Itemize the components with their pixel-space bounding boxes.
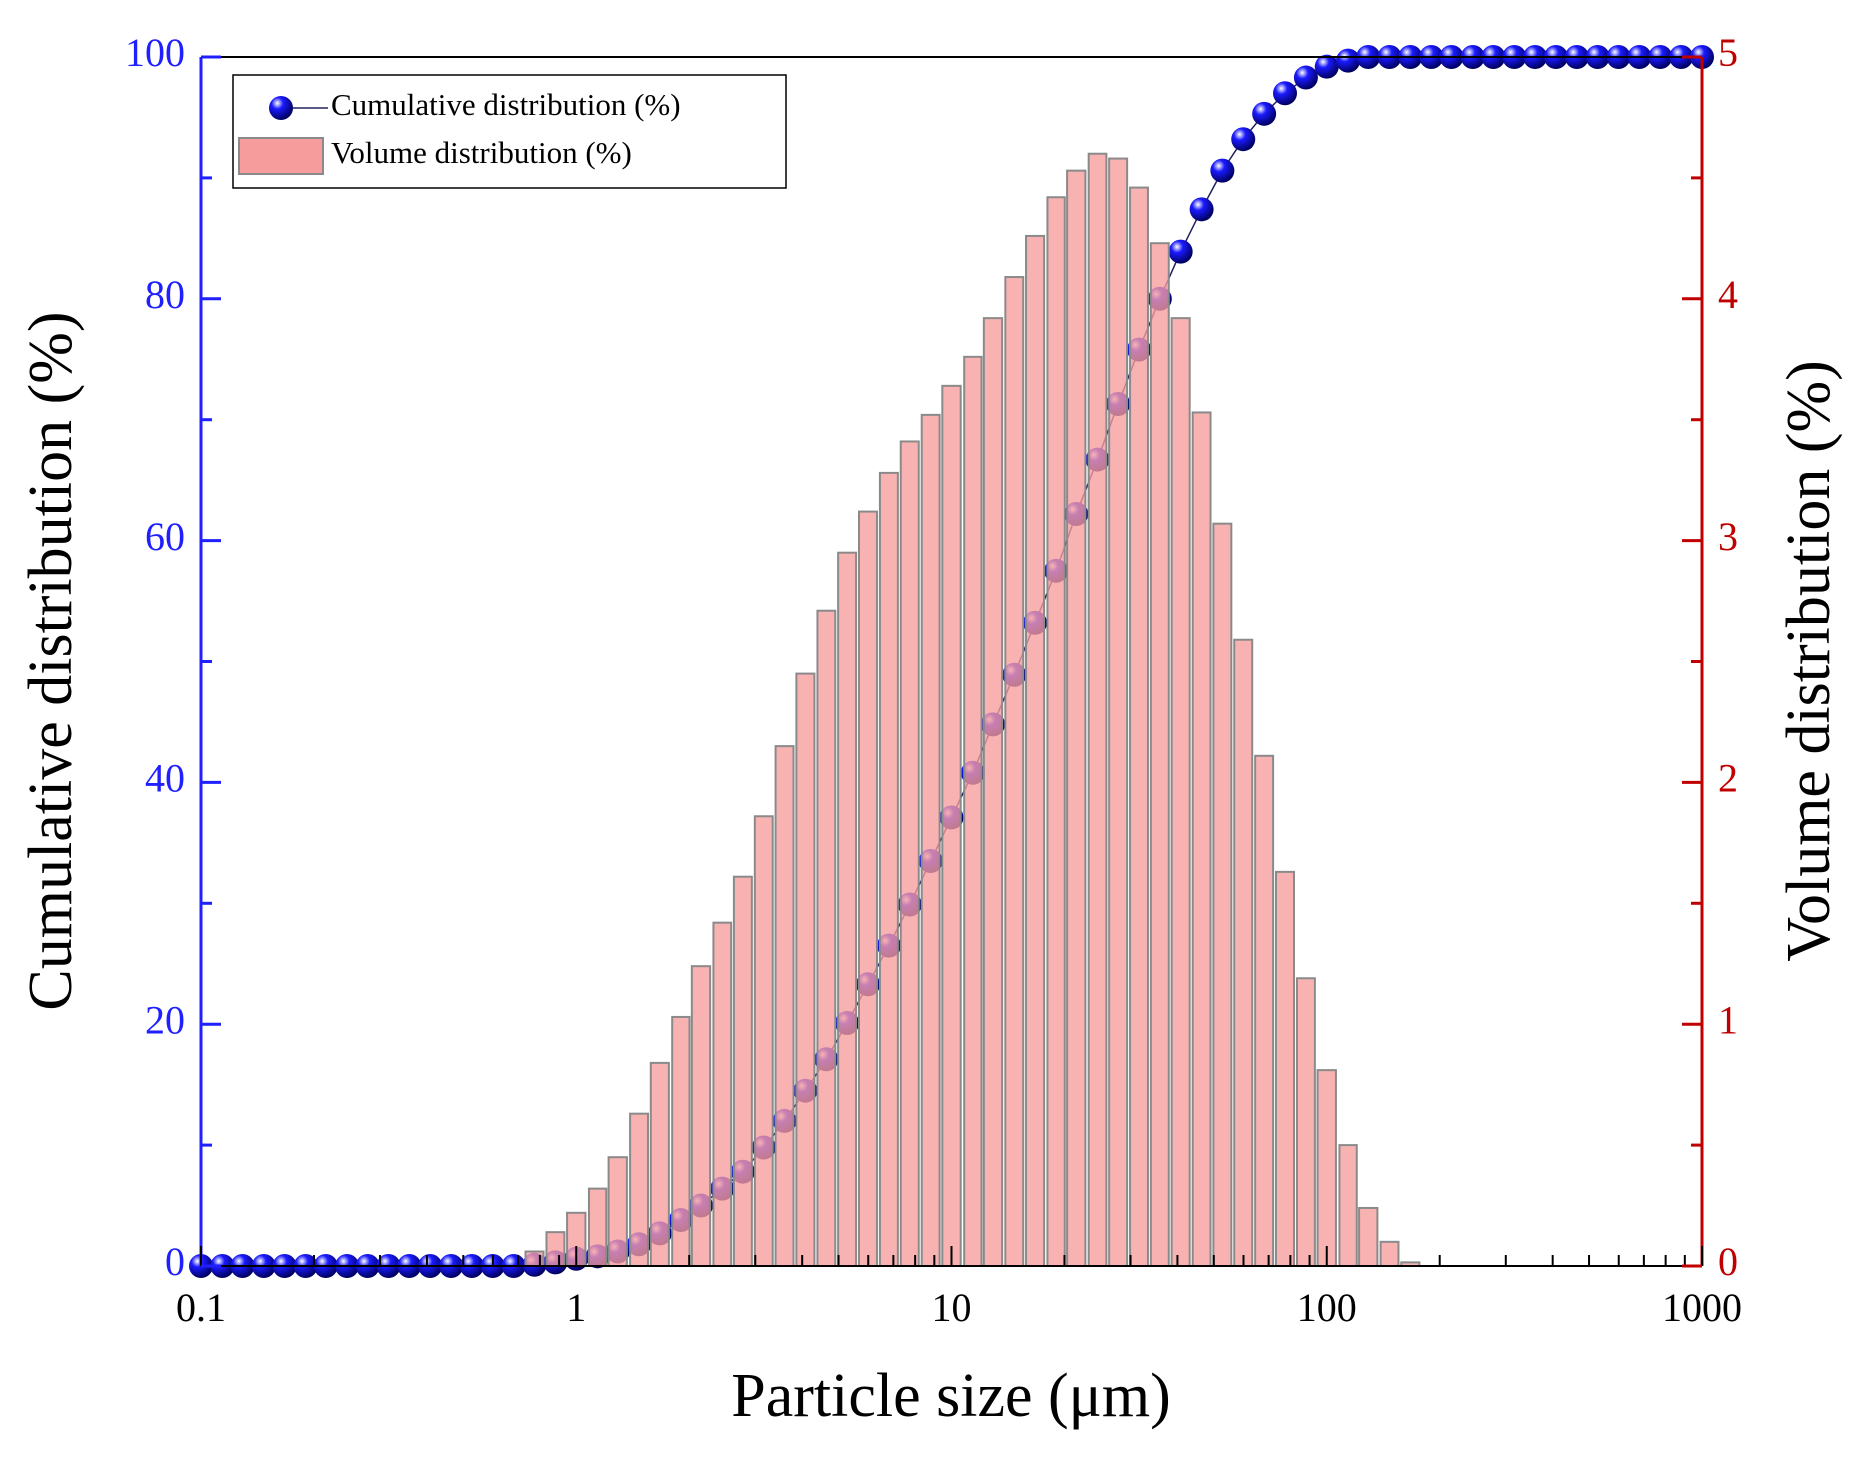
bar bbox=[545, 1231, 566, 1267]
x-tick-label: 10 bbox=[932, 1285, 972, 1330]
bar bbox=[1379, 1240, 1400, 1267]
bar bbox=[1129, 186, 1149, 1267]
bar bbox=[795, 672, 816, 1267]
bar bbox=[1046, 196, 1066, 1267]
legend-text: Cumulative distribution (%) bbox=[331, 87, 681, 122]
bar bbox=[1254, 754, 1275, 1267]
bar bbox=[587, 1187, 608, 1268]
bar bbox=[1316, 1069, 1337, 1267]
bar bbox=[816, 609, 837, 1267]
legend-swatch bbox=[238, 137, 324, 175]
bar bbox=[1170, 317, 1191, 1268]
y-tick-label: 0 bbox=[165, 1239, 185, 1284]
y-tick-label: 80 bbox=[145, 272, 185, 317]
bar bbox=[878, 471, 899, 1267]
point bbox=[1252, 101, 1277, 126]
legend-box bbox=[232, 74, 787, 189]
bar bbox=[607, 1156, 628, 1267]
y2-tick-label: 3 bbox=[1718, 514, 1738, 559]
bar bbox=[732, 875, 753, 1268]
y-axis-title: Cumulative distribution (%) bbox=[17, 311, 85, 1010]
legend-marker bbox=[269, 96, 293, 120]
bar bbox=[837, 551, 858, 1267]
y2-tick-label: 2 bbox=[1718, 756, 1738, 801]
point bbox=[1273, 81, 1297, 106]
bar bbox=[629, 1112, 649, 1268]
bar bbox=[690, 965, 712, 1268]
legend-text: Volume distribution (%) bbox=[331, 135, 632, 170]
bar bbox=[857, 510, 878, 1268]
y-tick-label: 60 bbox=[145, 514, 185, 559]
x-tick-label: 100 bbox=[1297, 1285, 1357, 1330]
x-tick-label: 1 bbox=[566, 1285, 586, 1330]
bar bbox=[712, 921, 733, 1267]
x-tick-label: 0.1 bbox=[176, 1285, 226, 1330]
y-tick-label: 20 bbox=[145, 997, 185, 1042]
bar bbox=[1212, 522, 1233, 1267]
point bbox=[1210, 158, 1235, 183]
y2-tick-label: 4 bbox=[1718, 272, 1738, 317]
bar bbox=[920, 413, 941, 1267]
x-tick-label: 1000 bbox=[1662, 1285, 1742, 1330]
bar bbox=[1087, 152, 1108, 1268]
bar bbox=[671, 1015, 691, 1267]
x-axis-title: Particle size (μm) bbox=[731, 1362, 1171, 1430]
bar bbox=[1191, 411, 1212, 1268]
y2-tick-label: 1 bbox=[1718, 997, 1738, 1042]
bar bbox=[963, 355, 983, 1268]
bar bbox=[1338, 1144, 1358, 1267]
bar bbox=[1358, 1206, 1379, 1268]
bar bbox=[774, 745, 795, 1267]
bar bbox=[1295, 977, 1316, 1267]
bar bbox=[1149, 242, 1170, 1268]
bar bbox=[1233, 638, 1254, 1267]
point bbox=[1168, 239, 1193, 264]
y2-tick-label: 0 bbox=[1718, 1239, 1738, 1284]
point bbox=[1293, 65, 1318, 90]
y-tick-label: 100 bbox=[125, 30, 185, 75]
point bbox=[1231, 127, 1256, 152]
point bbox=[1189, 197, 1214, 222]
bar bbox=[753, 815, 774, 1267]
bar bbox=[1025, 234, 1046, 1267]
y-tick-label: 40 bbox=[145, 756, 185, 801]
bar bbox=[649, 1061, 670, 1267]
bar bbox=[1066, 169, 1087, 1267]
bar bbox=[1004, 276, 1025, 1267]
y2-axis-title: Volume distribution (%) bbox=[1775, 360, 1843, 962]
y2-tick-label: 5 bbox=[1718, 30, 1738, 75]
bar bbox=[1275, 870, 1295, 1268]
bar bbox=[1108, 157, 1129, 1267]
point bbox=[1336, 48, 1361, 73]
point bbox=[1314, 54, 1339, 79]
bar bbox=[941, 384, 962, 1267]
bar bbox=[982, 317, 1004, 1268]
bar bbox=[899, 440, 920, 1268]
